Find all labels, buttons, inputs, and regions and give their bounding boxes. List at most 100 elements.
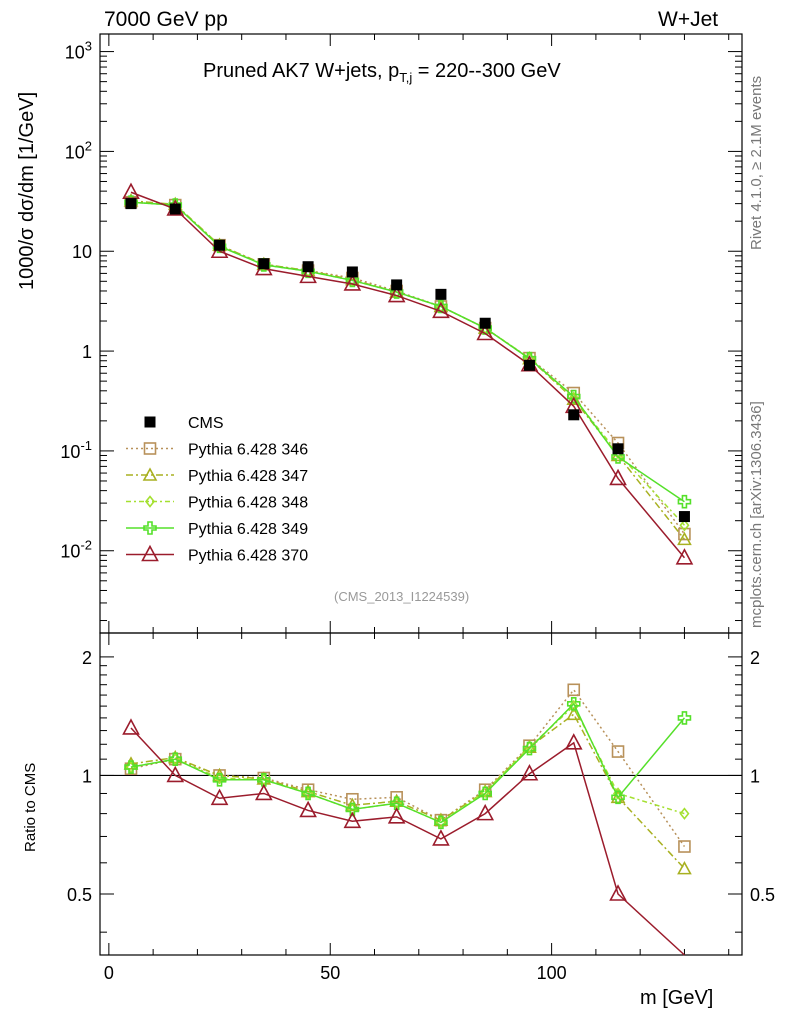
ratio-5-point-shape — [520, 764, 539, 781]
data-point-shape — [435, 288, 447, 300]
ratio-4-point — [257, 772, 271, 787]
x-axis-label: m [GeV] — [640, 987, 714, 1009]
ratio-4-point — [389, 796, 404, 811]
ratio-4-point-shape — [677, 711, 692, 725]
ratio-5-point-shape — [254, 783, 273, 801]
legend-marker-shape — [144, 416, 156, 428]
legend-label: CMS — [188, 415, 224, 432]
x-tick-label: 0 — [104, 963, 114, 983]
legend-marker — [141, 544, 159, 562]
ratio-5-point-shape — [210, 788, 229, 806]
ratio-line-2 — [130, 713, 685, 870]
series-5-point — [609, 468, 627, 486]
ratio-4-point — [522, 741, 537, 756]
data-point-shape — [302, 261, 314, 273]
chart-title-sub: T,j — [399, 70, 413, 85]
ratio-5-point-shape — [166, 765, 185, 783]
data-point — [169, 203, 181, 215]
header-right: W+Jet — [658, 8, 719, 31]
ratio-4-point — [434, 815, 448, 830]
series-5-point-shape — [387, 285, 406, 303]
legend-label: Pythia 6.428 370 — [188, 548, 308, 565]
ratio-4-point — [478, 786, 492, 801]
data-point-shape — [391, 279, 403, 291]
series-3-point — [679, 518, 690, 532]
ratio-5-point-shape — [122, 718, 140, 735]
ratio-4-point-shape — [434, 815, 448, 830]
chart-title-rest: = 220--300 GeV — [412, 60, 561, 82]
series-5-point-shape — [343, 274, 362, 291]
chart-title: Pruned AK7 W+jets, pT,j = 220--300 GeV — [203, 60, 561, 85]
ratio-2-point-shape — [123, 756, 139, 770]
ratio-plot-frame — [99, 632, 743, 956]
legend-marker — [144, 495, 156, 508]
header-left: 7000 GeV pp — [104, 8, 228, 31]
ratio-2-point-shape — [677, 860, 692, 875]
legend-marker — [143, 521, 157, 535]
ratio-5-point — [476, 803, 495, 821]
ratio-1-point-shape — [678, 840, 691, 853]
series-2-point — [677, 531, 692, 546]
ratio-4-point — [566, 697, 581, 711]
series-1-point-shape — [678, 527, 691, 541]
y-tick-label: 1 — [82, 342, 92, 362]
legend-label: Pythia 6.428 349 — [188, 521, 308, 538]
ratio-5-point — [387, 807, 406, 824]
series-1-point — [678, 527, 691, 541]
ratio-5-point — [122, 718, 140, 735]
ratio-2-point — [677, 860, 692, 875]
data-point-shape — [479, 317, 491, 329]
ratio-2-point — [566, 706, 582, 721]
legend-marker-shape — [144, 495, 156, 508]
series-line-5 — [130, 191, 686, 559]
ratio-4-point-shape — [257, 772, 271, 787]
data-point — [258, 258, 270, 270]
series-5-point-shape — [675, 548, 694, 565]
legend-label: Pythia 6.428 346 — [188, 442, 308, 459]
ratio-5-point — [166, 765, 185, 783]
data-point-shape — [568, 409, 580, 421]
legend-marker-shape — [143, 521, 157, 535]
main-plot-frame — [99, 33, 743, 634]
series-5-point — [299, 266, 317, 284]
legend-marker — [144, 416, 156, 428]
data-point — [125, 198, 137, 210]
data-point-shape — [125, 198, 137, 210]
y-tick-label: 10-2 — [60, 538, 92, 562]
ratio-tick-label: 0.5 — [67, 885, 92, 905]
ratio-5-point — [609, 884, 627, 901]
series-2-point-shape — [677, 531, 692, 546]
data-point — [479, 317, 491, 329]
ratio-3-point-shape — [568, 699, 579, 713]
legend-label: Pythia 6.428 348 — [188, 495, 308, 512]
legend-marker-shape — [141, 544, 159, 562]
ratio-tick-label: 2 — [82, 648, 92, 668]
data-point-shape — [678, 511, 690, 523]
ratio-5-point-shape — [609, 884, 627, 901]
y-tick-label: 10-1 — [60, 438, 92, 462]
series-5-point-shape — [432, 301, 450, 319]
data-point-shape — [612, 443, 624, 455]
ratio-1-point — [567, 683, 581, 697]
series-4-point-shape — [677, 494, 692, 509]
series-5-point — [343, 274, 362, 291]
ratio-4-point — [168, 752, 183, 766]
legend-marker — [142, 467, 158, 481]
x-tick-label: 50 — [320, 963, 340, 983]
legend-marker-shape — [142, 467, 158, 481]
watermark: (CMS_2013_I1224539) — [334, 589, 470, 604]
ratio-4-point-shape — [301, 786, 315, 801]
series-5-point — [476, 323, 495, 341]
legend-marker-shape — [143, 442, 157, 455]
ratio-4-point-shape — [522, 741, 537, 756]
ratio-5-point — [432, 829, 450, 846]
ratio-4-point-shape — [168, 752, 183, 766]
series-5-point-shape — [609, 468, 627, 486]
series-line-2 — [130, 200, 686, 540]
ratio-4-point-shape — [566, 697, 581, 711]
series-5-point — [432, 301, 450, 319]
ratio-5-point-shape — [343, 811, 362, 829]
ratio-5-point — [254, 783, 273, 801]
data-point — [302, 261, 314, 273]
